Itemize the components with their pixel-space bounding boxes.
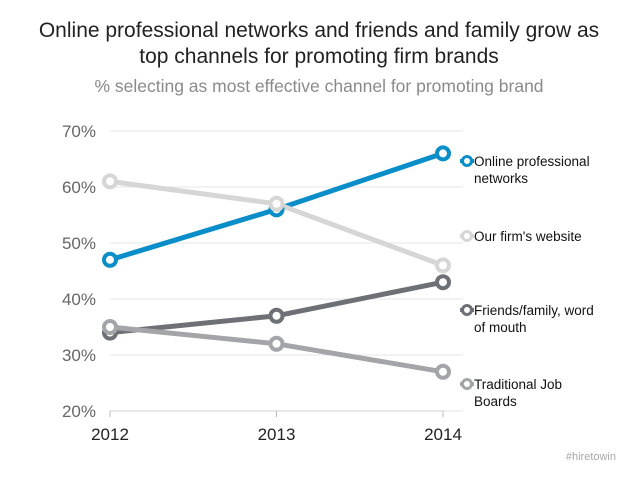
legend-label: Traditional Job bbox=[474, 377, 562, 392]
data-point bbox=[102, 251, 118, 268]
data-point bbox=[435, 257, 451, 274]
legend-label: networks bbox=[474, 171, 528, 186]
data-point bbox=[435, 145, 451, 162]
y-tick-label: 70% bbox=[62, 122, 96, 141]
legend-label: Our firm's website bbox=[474, 229, 582, 244]
data-point bbox=[102, 319, 118, 335]
x-tick-label: 2014 bbox=[424, 425, 462, 444]
data-point bbox=[435, 274, 451, 291]
legend-marker bbox=[461, 304, 473, 316]
legend-label: Boards bbox=[474, 394, 517, 409]
chart-title: Online professional networks and friends… bbox=[0, 18, 638, 70]
x-tick-label: 2012 bbox=[91, 425, 129, 444]
chart-subtitle: % selecting as most effective channel fo… bbox=[94, 76, 544, 96]
chart-title-line: top channels for promoting firm brands bbox=[139, 45, 499, 68]
data-point bbox=[435, 363, 451, 380]
series-line bbox=[107, 178, 446, 268]
legend-label: Friends/family, word bbox=[474, 303, 594, 318]
data-point bbox=[268, 307, 285, 324]
data-point bbox=[268, 195, 285, 212]
y-tick-label: 20% bbox=[62, 402, 96, 421]
y-tick-label: 50% bbox=[62, 234, 96, 253]
hashtag-watermark: #hiretowin bbox=[565, 451, 616, 463]
x-tick-label: 2013 bbox=[258, 425, 296, 444]
legend-marker bbox=[461, 378, 473, 390]
y-tick-label: 30% bbox=[62, 346, 96, 365]
series-line bbox=[107, 279, 446, 336]
y-tick-label: 40% bbox=[62, 290, 96, 309]
legend-label: Online professional bbox=[474, 154, 590, 169]
chart-title-line: Online professional networks and friends… bbox=[38, 19, 600, 42]
y-tick-label: 60% bbox=[62, 178, 96, 197]
data-point bbox=[102, 173, 118, 190]
legend-marker bbox=[461, 230, 473, 242]
legend-marker bbox=[461, 155, 473, 167]
data-point bbox=[268, 335, 285, 352]
legend-label: of mouth bbox=[474, 320, 527, 335]
